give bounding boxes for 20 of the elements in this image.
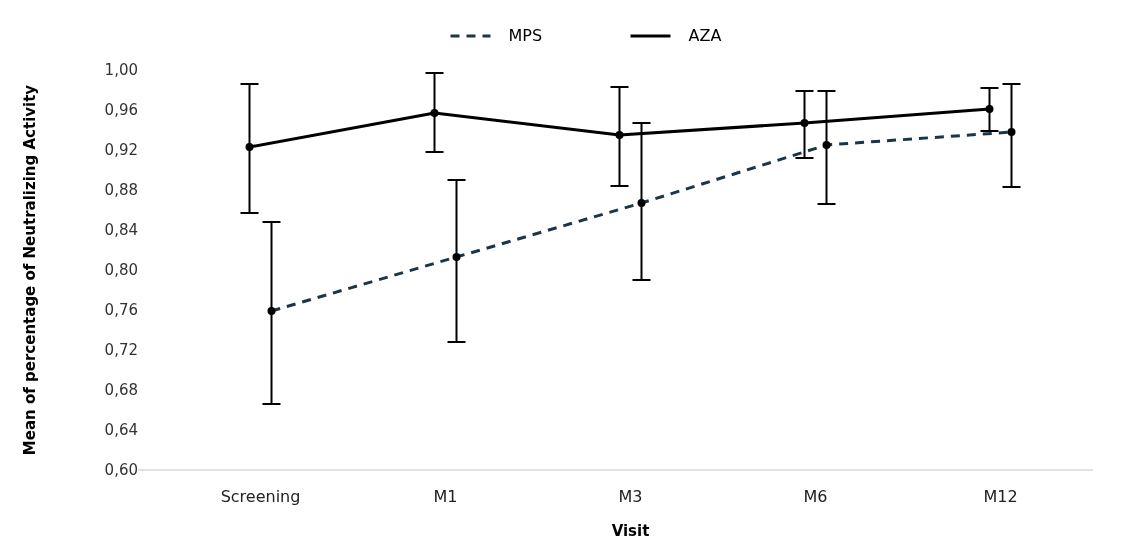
y-tick-label: 0,88 (104, 180, 138, 199)
y-tick-label: 0,76 (104, 300, 138, 319)
y-tick-label: 0,80 (104, 260, 138, 279)
y-tick-label: 0,64 (104, 420, 138, 439)
y-tick-label: 0,68 (104, 380, 138, 399)
x-tick-label: M6 (803, 487, 828, 506)
x-tick-label: Screening (220, 487, 301, 506)
y-tick-label: 0,84 (104, 220, 138, 239)
y-tick-label: 0,72 (104, 340, 138, 359)
legend-label: AZA (688, 25, 722, 45)
y-axis-title: Mean of percentage of Neutralizing Activity (21, 84, 39, 456)
x-tick-label: M3 (618, 487, 643, 506)
y-tick-label: 0,60 (104, 460, 138, 479)
legend-label: MPS (508, 25, 543, 45)
x-tick-label: M12 (983, 487, 1018, 506)
y-tick-label: 1,00 (104, 60, 138, 79)
y-tick-label: 0,96 (104, 100, 138, 119)
x-axis-title: Visit (611, 522, 650, 540)
x-tick-label: M1 (433, 487, 458, 506)
y-tick-label: 0,92 (104, 140, 138, 159)
